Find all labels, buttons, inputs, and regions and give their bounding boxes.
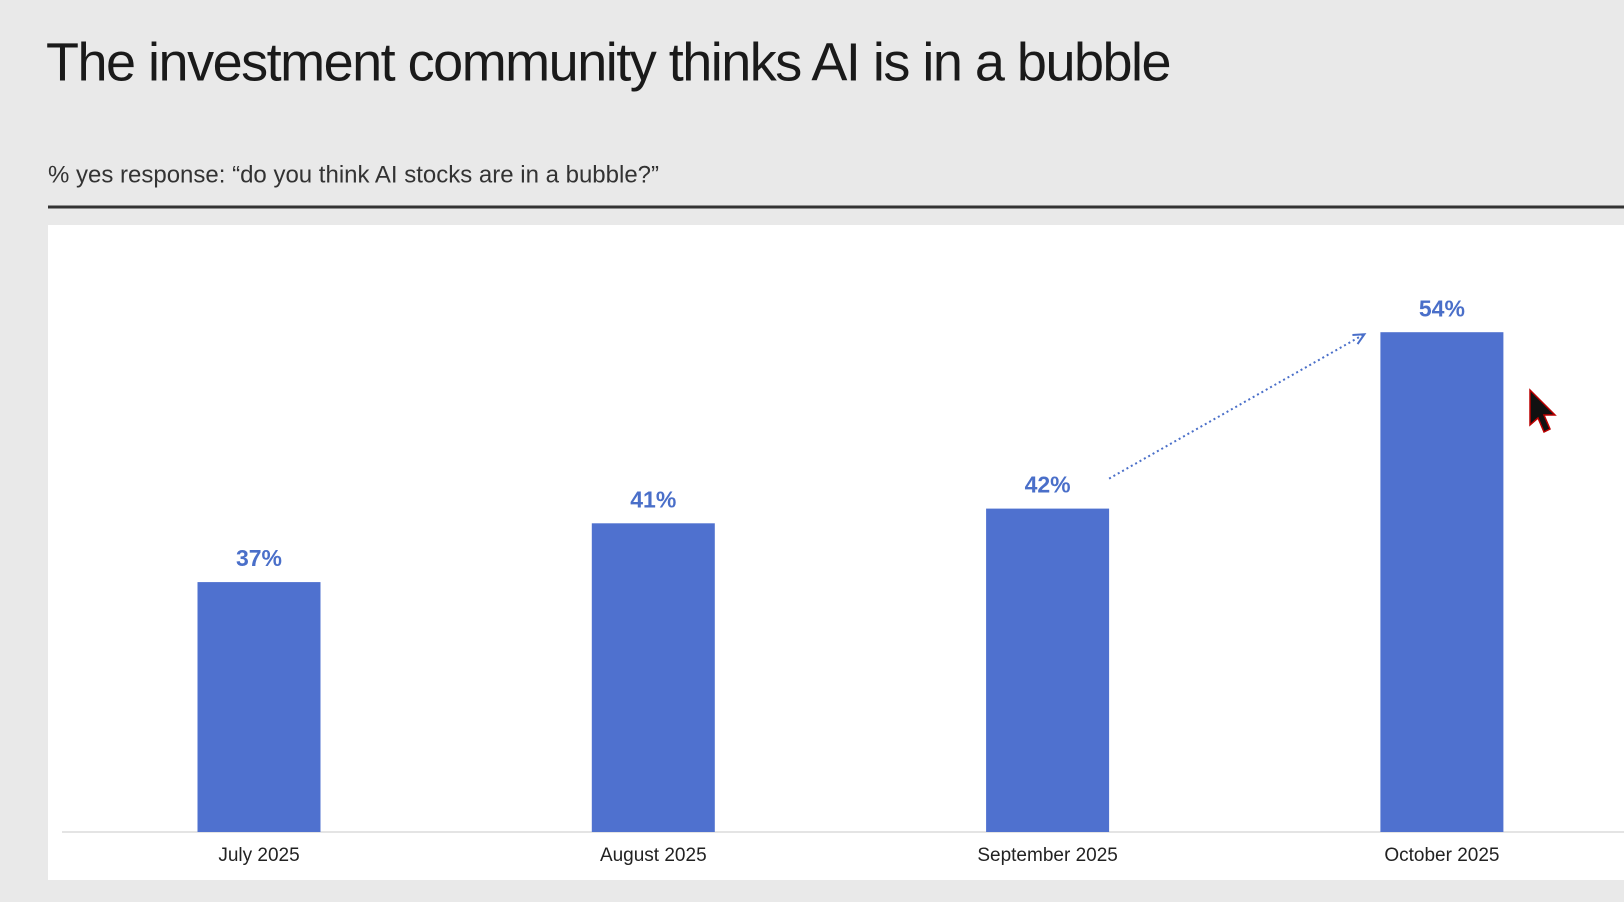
- plot: 37% July 2025 41% August 2025 42% September 2…: [197, 295, 1504, 866]
- bar: [986, 508, 1110, 832]
- x-tick-label: August 2025: [600, 845, 707, 866]
- chart-subtitle: % yes response: “do you think AI stocks …: [48, 161, 659, 188]
- value-label: 42%: [1025, 472, 1071, 498]
- trend-arrow: [1108, 333, 1365, 480]
- value-label: 54%: [1419, 295, 1465, 321]
- x-tick-label: September 2025: [977, 845, 1118, 866]
- value-label: 37%: [236, 545, 282, 571]
- trend-arrowhead: [1352, 333, 1367, 345]
- x-tick-label: July 2025: [218, 845, 299, 866]
- chart-title: The investment community thinks AI is in…: [46, 32, 1170, 92]
- bar: [1380, 332, 1504, 832]
- x-tick-label: October 2025: [1384, 845, 1499, 866]
- mouse-cursor: [1529, 388, 1557, 434]
- bar: [197, 582, 321, 832]
- bar: [591, 523, 715, 832]
- value-label: 41%: [630, 486, 676, 512]
